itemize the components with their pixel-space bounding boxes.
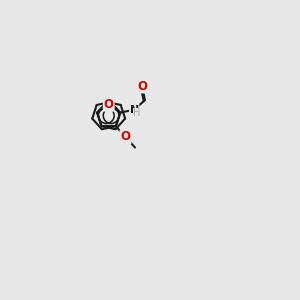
Text: N: N <box>130 105 139 115</box>
Text: H: H <box>134 108 141 118</box>
Text: O: O <box>120 130 130 143</box>
Text: O: O <box>104 98 114 111</box>
Text: O: O <box>137 80 147 93</box>
